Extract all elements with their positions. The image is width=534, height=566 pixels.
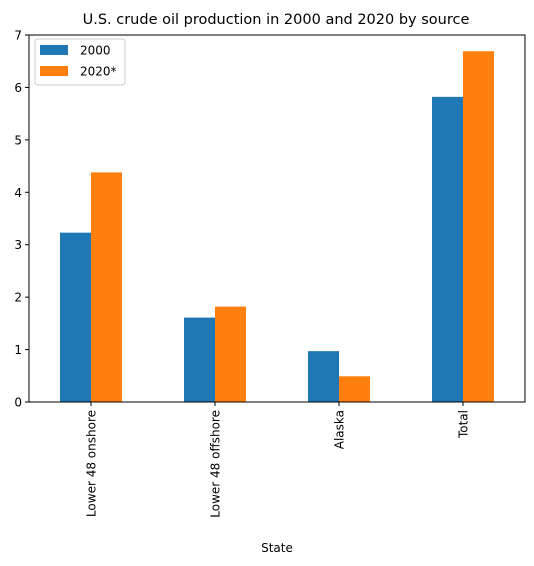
y-tick-label-2: 2 [14,291,22,305]
chart-title: U.S. crude oil production in 2000 and 20… [83,12,470,28]
y-tick-label-1: 1 [14,343,22,357]
legend-label-2000: 2000 [80,44,111,58]
bar-lower-48-onshore-2000 [60,232,91,402]
bar-total-2020 [463,51,494,402]
bar-lower-48-onshore-2020 [91,172,122,402]
y-axis: 0 1 2 3 4 5 6 7 [14,29,29,410]
x-axis-label: State [261,541,293,555]
bar-lower-48-offshore-2020 [215,306,246,402]
y-tick-label-6: 6 [14,81,22,95]
x-tick-label-lower-48-onshore: Lower 48 onshore [85,410,99,517]
x-tick-label-total: Total [457,410,471,439]
legend-swatch-2020 [40,66,68,76]
bar-alaska-2000 [308,351,339,402]
legend-swatch-2000 [40,45,68,55]
legend-label-2020: 2020* [80,65,117,79]
plot-area: 0 1 2 3 4 5 6 7 Lower 48 onshore Lower 48 offsho… [14,29,526,518]
y-tick-label-5: 5 [14,133,22,147]
x-tick-label-lower-48-offshore: Lower 48 offshore [209,410,223,518]
bars-group [60,51,494,402]
y-tick-label-4: 4 [14,186,22,200]
bar-alaska-2020 [339,376,370,402]
x-axis: Lower 48 onshore Lower 48 offshore Alaska T… [85,402,471,518]
y-tick-label-7: 7 [14,29,22,43]
y-tick-label-3: 3 [14,238,22,252]
bar-lower-48-offshore-2000 [184,317,215,402]
legend: 2000 2020* [34,38,126,86]
x-tick-label-alaska: Alaska [333,410,347,449]
axes-frame [28,34,526,403]
bar-total-2000 [432,96,463,402]
y-tick-label-0: 0 [14,396,22,410]
